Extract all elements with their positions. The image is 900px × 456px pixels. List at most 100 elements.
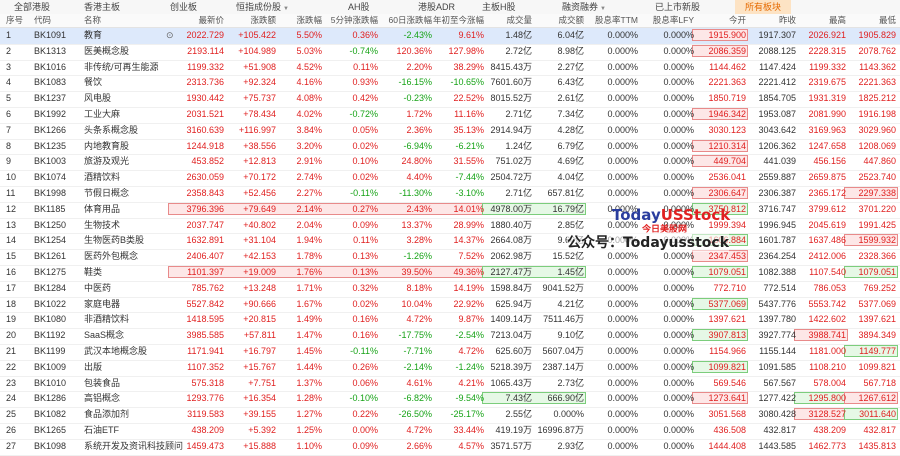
cell-0[interactable]: 13 xyxy=(6,219,17,230)
table-row[interactable]: 7 BK1266 头条系概念股 3160.639 +116.997 3.84% 0.05% 2… xyxy=(0,123,900,140)
cell-0[interactable]: 24 xyxy=(6,393,17,404)
cell-1[interactable]: BK1192 xyxy=(34,330,66,341)
cell-2[interactable]: 内地教育股 xyxy=(84,140,130,151)
tab-0[interactable]: 全部港股 xyxy=(14,0,50,14)
cell-2[interactable]: 中医药 xyxy=(84,282,112,293)
cell-1[interactable]: BK1266 xyxy=(34,124,67,135)
cell-2[interactable]: 教育 xyxy=(84,30,103,40)
cell-1[interactable]: BK1003 xyxy=(34,156,67,167)
cell-2[interactable]: 生物技术 xyxy=(84,219,121,230)
cell-2[interactable]: 鞋类 xyxy=(84,267,103,277)
cell-0[interactable]: 26 xyxy=(6,425,17,435)
table-row[interactable]: 18 BK1022 家庭电器 5527.842 +90.666 1.67% 0.02% 10.… xyxy=(0,297,900,314)
cell-0[interactable]: 18 xyxy=(6,298,17,309)
column-header[interactable]: 序号 xyxy=(6,15,24,25)
cell-1[interactable]: BK1010 xyxy=(34,377,67,388)
table-row[interactable]: 4 BK1083 餐饮 2313.736 +92.324 4.16% 0.93% -16.15… xyxy=(0,75,900,93)
tab-6[interactable]: 主板H股 xyxy=(482,0,516,14)
cell-1[interactable]: BK1083 xyxy=(34,77,67,88)
cell-0[interactable]: 1 xyxy=(6,30,12,40)
table-row[interactable]: 23 BK1010 包装食品 575.318 +7.751 1.37% 0.06% 4.61%… xyxy=(0,376,900,393)
cell-2[interactable]: 医美概念股 xyxy=(84,45,130,56)
cell-1[interactable]: BK1286 xyxy=(34,393,67,404)
table-row[interactable]: 9 BK1003 旅游及观光 453.852 +12.813 2.91% 0.10% 24.8… xyxy=(0,154,900,172)
table-row[interactable]: 15 BK1261 医药外包概念 2406.407 +42.153 1.78% 0.13% -… xyxy=(0,249,900,266)
target-icon[interactable]: ⊙ xyxy=(166,30,174,40)
cell-1[interactable]: BK1235 xyxy=(34,140,67,151)
tab-7[interactable]: 融资融券 ▼ xyxy=(562,0,606,14)
cell-0[interactable]: 4 xyxy=(6,77,12,88)
table-row[interactable]: 13 BK1250 生物技术 2037.747 +40.802 2.04% 0.09% 13.… xyxy=(0,218,900,235)
cell-1[interactable]: BK1022 xyxy=(34,298,67,309)
cell-2[interactable]: 风电股 xyxy=(84,93,112,104)
column-header[interactable]: 涨跌幅 xyxy=(296,15,322,25)
column-header[interactable]: 5分钟涨跌幅 xyxy=(330,15,378,25)
table-row[interactable]: 8 BK1235 内地教育股 1244.918 +38.556 3.20% 0.02% -6.… xyxy=(0,139,900,156)
tab-1[interactable]: 香港主板 xyxy=(84,0,120,14)
cell-2[interactable]: 工业大麻 xyxy=(84,109,121,119)
cell-0[interactable]: 17 xyxy=(6,282,17,293)
cell-1[interactable]: BK1998 xyxy=(34,188,67,198)
cell-2[interactable]: 头条系概念股 xyxy=(84,124,139,135)
column-header[interactable]: 成交量 xyxy=(506,15,532,25)
cell-0[interactable]: 6 xyxy=(6,109,12,119)
cell-2[interactable]: 武汉本地概念股 xyxy=(84,346,148,356)
cell-0[interactable]: 2 xyxy=(6,45,12,56)
column-header[interactable]: 股息率LFY xyxy=(652,15,694,25)
tab-2[interactable]: 创业板 xyxy=(170,0,197,14)
table-row[interactable]: 6 BK1992 工业大麻 2031.521 +78.434 4.02% -0.72% 1.7… xyxy=(0,107,900,124)
cell-1[interactable]: BK1261 xyxy=(34,251,67,262)
cell-1[interactable]: BK1199 xyxy=(34,346,66,356)
cell-1[interactable]: BK1016 xyxy=(34,61,67,72)
table-row[interactable]: 12 BK1185 体育用品 3796.396 +79.649 2.14% 0.27% 2.4… xyxy=(0,202,900,219)
cell-2[interactable]: 包装食品 xyxy=(84,377,121,388)
column-header[interactable]: 60日涨跌幅 xyxy=(388,15,432,25)
cell-0[interactable]: 19 xyxy=(6,314,17,325)
cell-1[interactable]: BK1250 xyxy=(34,219,67,230)
column-header[interactable]: 年初至今涨幅 xyxy=(432,15,484,25)
table-row[interactable]: 3 BK1016 非传统/可再生能源 1199.332 +51.908 4.52% 0.11… xyxy=(0,60,900,77)
cell-1[interactable]: BK1185 xyxy=(34,203,66,214)
cell-2[interactable]: 医药外包概念 xyxy=(84,251,139,262)
cell-1[interactable]: BK1080 xyxy=(34,314,67,325)
table-row[interactable]: 11 BK1998 节假日概念 2358.843 +52.456 2.27% -0.11% -… xyxy=(0,186,900,203)
cell-1[interactable]: BK1284 xyxy=(34,282,67,293)
cell-1[interactable]: BK1074 xyxy=(34,172,67,183)
column-header[interactable]: 成交额 xyxy=(558,15,584,25)
cell-1[interactable]: BK1275 xyxy=(34,267,67,277)
table-row[interactable]: 25 BK1082 食品添加剂 3119.583 +39.155 1.27% 0.22% -2… xyxy=(0,407,900,424)
cell-0[interactable]: 20 xyxy=(6,330,17,341)
cell-1[interactable]: BK1254 xyxy=(34,235,67,246)
column-header[interactable]: 代码 xyxy=(34,15,52,25)
cell-2[interactable]: 家庭电器 xyxy=(84,298,121,309)
table-row[interactable]: 20 BK1192 SaaS概念 3985.585 +57.811 1.47% 0.16% -… xyxy=(0,328,900,345)
table-row[interactable]: 26 BK1265 石油ETF 438.209 +5.392 1.25% 0.00% 4.72… xyxy=(0,423,900,440)
column-header[interactable]: 股息率TTM xyxy=(595,15,638,25)
cell-0[interactable]: 15 xyxy=(6,251,17,262)
cell-1[interactable]: BK1009 xyxy=(34,361,67,372)
table-row[interactable]: 22 BK1009 出版 1107.352 +15.767 1.44% 0.26% -2.14… xyxy=(0,360,900,377)
tab-3[interactable]: 恒指成份股 ▼ xyxy=(236,0,289,14)
cell-0[interactable]: 21 xyxy=(6,346,17,356)
cell-2[interactable]: 石油ETF xyxy=(84,425,119,435)
cell-1[interactable]: BK1313 xyxy=(34,45,67,56)
cell-0[interactable]: 16 xyxy=(6,267,17,277)
tab-9[interactable]: 所有板块 xyxy=(735,0,792,14)
cell-0[interactable]: 11 xyxy=(6,188,16,198)
cell-0[interactable]: 14 xyxy=(6,235,17,246)
table-row[interactable]: 19 BK1080 非酒精饮料 1418.595 +20.815 1.49% 0.16% 4.… xyxy=(0,312,900,330)
cell-0[interactable]: 8 xyxy=(6,140,12,151)
table-row[interactable]: 10 BK1074 酒精饮料 2630.059 +70.172 2.74% 0.02% 4.4… xyxy=(0,170,900,187)
cell-2[interactable]: 食品添加剂 xyxy=(84,409,130,420)
cell-2[interactable]: 节假日概念 xyxy=(84,188,130,198)
cell-2[interactable]: 餐饮 xyxy=(84,77,103,88)
column-header[interactable]: 最高 xyxy=(828,15,846,25)
cell-1[interactable]: BK1082 xyxy=(34,409,67,420)
table-row[interactable]: 21 BK1199 武汉本地概念股 1171.941 +16.797 1.45% -0.11… xyxy=(0,344,900,361)
cell-2[interactable]: 高铝概念 xyxy=(84,393,121,404)
table-row[interactable]: 24 BK1286 高铝概念 1293.776 +16.354 1.28% -0.10% -6… xyxy=(0,391,900,409)
tab-5[interactable]: 港股ADR xyxy=(418,0,455,14)
column-header[interactable]: 今开 xyxy=(728,15,746,25)
cell-2[interactable]: 出版 xyxy=(84,361,103,372)
cell-1[interactable]: BK1992 xyxy=(34,109,67,119)
